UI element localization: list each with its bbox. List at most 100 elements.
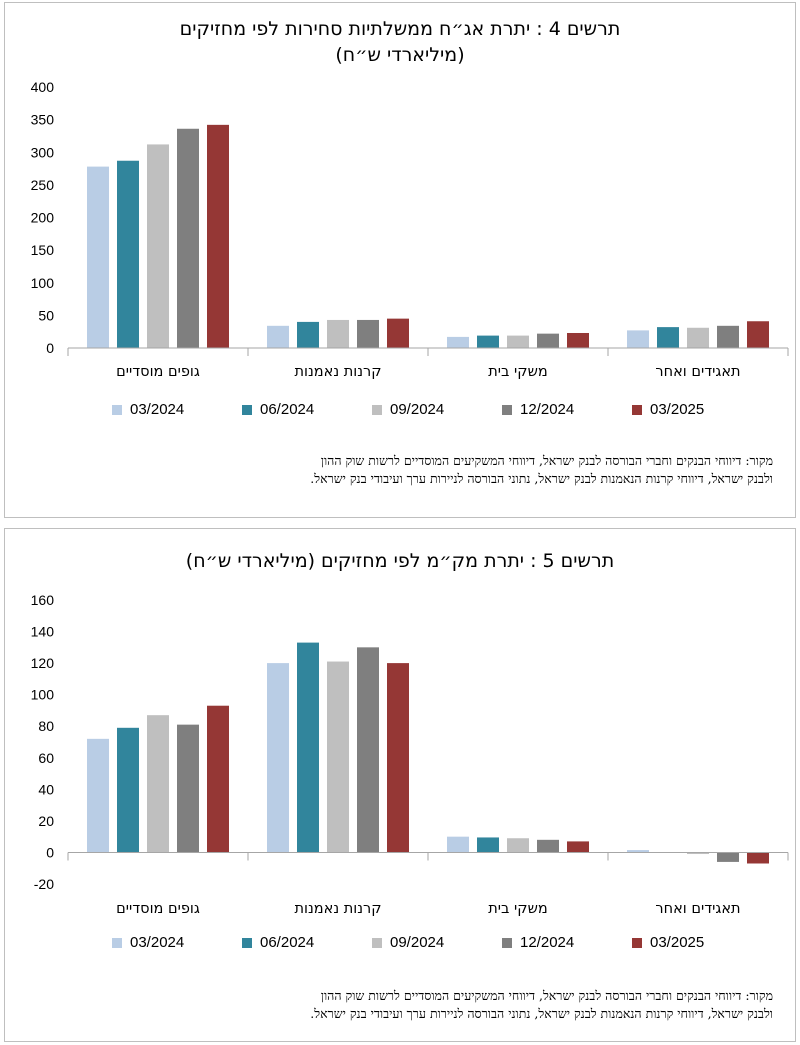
bar-03-2025-cat-2 [567, 332, 589, 348]
category-label: משקי בית [488, 364, 547, 380]
chart-panel-holders-bonds: תרשים 4 : יתרת אג״ח ממשלתיות סחירות לפי … [4, 2, 796, 518]
bar-03-2024-cat-3 [627, 330, 649, 348]
legend-label: 03/2025 [650, 934, 705, 951]
bar-03-2025-cat-1 [387, 318, 409, 348]
category-label: גופים מוסדיים [116, 364, 200, 380]
y-tick-label: 150 [31, 242, 55, 258]
source-line-1: מקור: דיווחי הבנקים וחברי הבורסה לבנק יש… [320, 453, 773, 468]
bar-06-2024-cat-2 [477, 837, 499, 853]
legend-item-03-2025: 03/2025 [632, 401, 704, 418]
y-tick-label: 300 [31, 144, 55, 160]
bar-09-2024-cat-0 [147, 144, 169, 348]
bar-06-2024-cat-1 [297, 642, 319, 853]
bar-12-2024-cat-1 [357, 647, 379, 853]
y-tick-label: 80 [38, 718, 54, 734]
bar-09-2024-cat-3 [687, 327, 709, 348]
bar-09-2024-cat-0 [147, 715, 169, 853]
legend-label: 03/2024 [130, 934, 185, 951]
category-label: קרנות נאמנות [295, 901, 382, 917]
bar-12-2024-cat-1 [357, 319, 379, 348]
y-tick-label: 20 [38, 813, 54, 829]
bar-03-2024-cat-2 [447, 336, 469, 348]
bar-03-2025-cat-0 [207, 124, 229, 348]
bar-09-2024-cat-2 [507, 838, 529, 853]
y-tick-label: -20 [34, 876, 54, 892]
category-label: משקי בית [488, 901, 547, 917]
bar-03-2025-cat-2 [567, 841, 589, 853]
legend-label: 09/2024 [390, 934, 445, 951]
y-tick-label: 100 [31, 275, 55, 291]
y-tick-label: 0 [46, 340, 54, 356]
source-note: מקור: דיווחי הבנקים וחברי הבורסה לבנק יש… [53, 987, 773, 1023]
category-label: תאגידים ואחר [655, 364, 740, 380]
y-tick-label: 160 [31, 592, 55, 608]
legend-swatch [502, 937, 512, 948]
chart-legend: 03/2024 06/2024 09/2024 12/2024 03/2025 [5, 401, 795, 421]
bar-chart-plot: 0 50 100 150 200 250 300 350 400 גופים מוסדיים קרנ… [31, 79, 789, 380]
y-tick-label: 50 [38, 307, 54, 323]
chart-legend: 03/2024 06/2024 09/2024 12/2024 03/2025 [5, 934, 795, 954]
legend-item-03-2024: 03/2024 [112, 401, 184, 418]
legend-swatch [112, 404, 122, 415]
bar-03-2024-cat-0 [87, 166, 109, 348]
bar-03-2024-cat-1 [267, 325, 289, 348]
bar-03-2024-cat-2 [447, 836, 469, 853]
legend-item-12-2024: 12/2024 [502, 401, 574, 418]
y-tick-label: 40 [38, 781, 54, 797]
bar-12-2024-cat-3 [717, 852, 739, 862]
legend-item-03-2024: 03/2024 [112, 934, 184, 951]
bar-09-2024-cat-2 [507, 335, 529, 348]
bar-12-2024-cat-0 [177, 128, 199, 348]
legend-label: 12/2024 [520, 401, 575, 418]
y-tick-label: 140 [31, 624, 55, 640]
legend-item-09-2024: 09/2024 [372, 401, 444, 418]
chart-title: תרשים 4 : יתרת אג״ח ממשלתיות סחירות לפי … [179, 18, 621, 40]
y-tick-label: 0 [46, 844, 54, 860]
legend-item-12-2024: 12/2024 [502, 934, 574, 951]
legend-item-09-2024: 09/2024 [372, 934, 444, 951]
chart-subtitle: (מיליארדי ש״ח) [335, 44, 465, 66]
y-tick-label: 250 [31, 177, 55, 193]
bar-03-2025-cat-0 [207, 705, 229, 853]
bar-12-2024-cat-2 [537, 333, 559, 348]
legend-swatch [632, 937, 642, 948]
legend-label: 06/2024 [260, 401, 315, 418]
bar-03-2025-cat-3 [747, 321, 769, 348]
category-label: קרנות נאמנות [295, 364, 382, 380]
bar-12-2024-cat-0 [177, 724, 199, 853]
source-line-2: ולבנק ישראל, דיווחי קרנות הנאמנות לבנק י… [310, 1006, 773, 1021]
source-line-1: מקור: דיווחי הבנקים וחברי הבורסה לבנק יש… [320, 988, 773, 1003]
bar-09-2024-cat-1 [327, 319, 349, 348]
chart-title: תרשים 5 : יתרת מק״מ לפי מחזיקים (מיליארד… [185, 550, 615, 572]
bar-03-2024-cat-1 [267, 663, 289, 853]
legend-swatch [502, 404, 512, 415]
bar-06-2024-cat-2 [477, 335, 499, 348]
bar-06-2024-cat-0 [117, 160, 139, 348]
bar-12-2024-cat-2 [537, 839, 559, 853]
legend-label: 06/2024 [260, 934, 315, 951]
legend-label: 09/2024 [390, 401, 445, 418]
legend-label: 03/2025 [650, 401, 705, 418]
source-line-2: ולבנק ישראל, דיווחי קרנות הנאמנות לבנק י… [310, 471, 773, 486]
y-tick-label: 350 [31, 112, 55, 128]
legend-item-06-2024: 06/2024 [242, 934, 314, 951]
legend-label: 12/2024 [520, 934, 575, 951]
legend-swatch [632, 404, 642, 415]
bar-03-2025-cat-1 [387, 663, 409, 853]
bar-03-2025-cat-3 [747, 852, 769, 864]
y-tick-label: 100 [31, 687, 55, 703]
source-note: מקור: דיווחי הבנקים וחברי הבורסה לבנק יש… [53, 452, 773, 488]
legend-swatch [372, 937, 382, 948]
y-tick-label: 60 [38, 750, 54, 766]
legend-swatch [372, 404, 382, 415]
y-tick-label: 200 [31, 210, 55, 226]
legend-swatch [112, 937, 122, 948]
y-tick-label: 120 [31, 655, 55, 671]
bar-09-2024-cat-1 [327, 661, 349, 853]
chart-panel-holders-makam: תרשים 5 : יתרת מק״מ לפי מחזיקים (מיליארד… [4, 528, 796, 1042]
legend-swatch [242, 937, 252, 948]
bar-03-2024-cat-0 [87, 738, 109, 853]
bar-06-2024-cat-0 [117, 727, 139, 853]
legend-label: 03/2024 [130, 401, 185, 418]
bar-09-2024-cat-3 [687, 852, 709, 855]
